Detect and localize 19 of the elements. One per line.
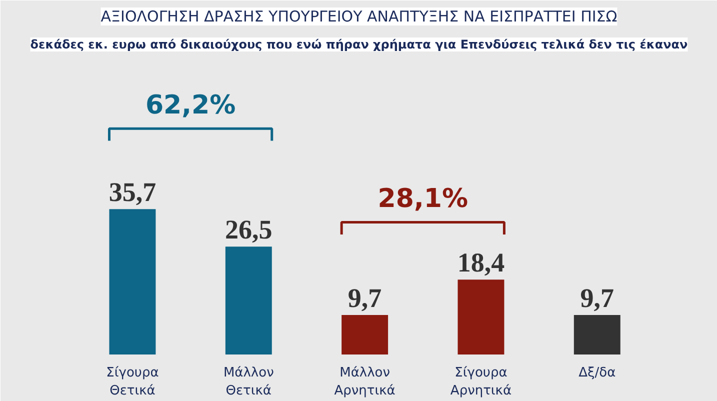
x-tick-label: Μάλλον Αρνητικά (334, 366, 396, 398)
bar (225, 246, 272, 354)
text: 62,2% (145, 90, 236, 120)
bar (574, 315, 620, 354)
x-tick-label: Δξ/δα (578, 366, 616, 380)
x-tick-label: Σίγουρα Θετικά (106, 366, 159, 398)
chart-subtitle: δεκάδες εκ. ευρω από δικαιούχους που ενώ πήραν χρήματα για Επενδύσεις τελικά δεν τις έκαναν (30, 38, 688, 52)
annotation: 28,1% (378, 184, 468, 214)
bar (109, 209, 156, 354)
chart-title: ΑΞΙΟΛΟΓΗΣΗ ΔΡΑΣΗΣ ΥΠΟΥΡΓΕΙΟΥ ΑΝΑΠΤΥΞΗΣ ΝΑ ΕΙΣΠΡΑΤΤΕΙ ΠΙΣΩ (100, 8, 618, 26)
x-tick-label: Σίγουρα Αρνητικά (450, 366, 512, 398)
bar (458, 280, 504, 354)
bar (342, 315, 388, 354)
data-label: 9,7 (348, 283, 382, 314)
data-label: 35,7 (108, 177, 156, 208)
data-label: 9,7 (580, 283, 614, 314)
data-label: 26,5 (225, 214, 272, 245)
data-label: 18,4 (457, 248, 505, 278)
x-tick-label: Μάλλον Θετικά (223, 366, 274, 398)
